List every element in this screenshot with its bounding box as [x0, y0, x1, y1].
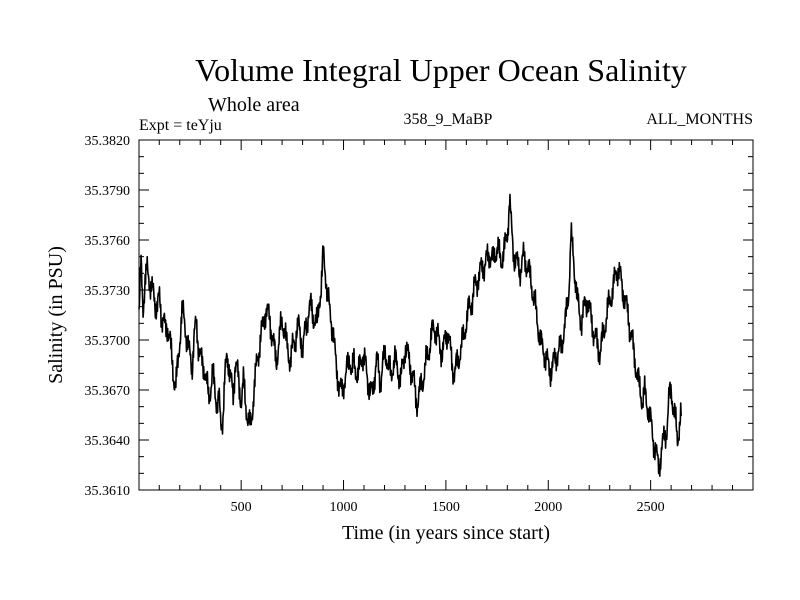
plot-frame: [138, 139, 754, 491]
experiment-label: Expt = teYju: [139, 117, 222, 134]
chart-title: Volume Integral Upper Ocean Salinity: [195, 52, 687, 88]
chart-subtitle: Whole area: [208, 94, 300, 116]
months-label: ALL_MONTHS: [646, 111, 753, 128]
y-tick-label: 35.3640: [85, 434, 131, 449]
x-tick-label: 1500: [432, 500, 460, 515]
x-tick-label: 2500: [637, 500, 665, 515]
y-tick-label: 35.3700: [85, 334, 131, 349]
series-layer: [138, 193, 683, 477]
scenario-label: 358_9_MaBP: [404, 111, 493, 128]
x-tick-label: 500: [231, 500, 252, 515]
y-tick-label: 35.3730: [85, 284, 131, 299]
x-axis-label: Time (in years since start): [342, 522, 550, 544]
y-tick-label: 35.3760: [85, 234, 131, 249]
y-tick-label: 35.3790: [85, 184, 131, 199]
y-tick-label: 35.3610: [85, 484, 131, 499]
salinity-line: [138, 193, 683, 477]
x-tick-label: 2000: [534, 500, 562, 515]
x-axis: 500 1000 1500 2000 2500: [158, 140, 734, 515]
y-axis: 35.3610 35.3640 35.3670 35.3700 35.3730 35.37…: [85, 134, 753, 499]
y-tick-label: 35.3670: [85, 384, 131, 399]
x-tick-label: 1000: [330, 500, 358, 515]
y-axis-label: Salinity (in PSU): [45, 246, 67, 384]
y-tick-label: 35.3820: [85, 134, 131, 149]
